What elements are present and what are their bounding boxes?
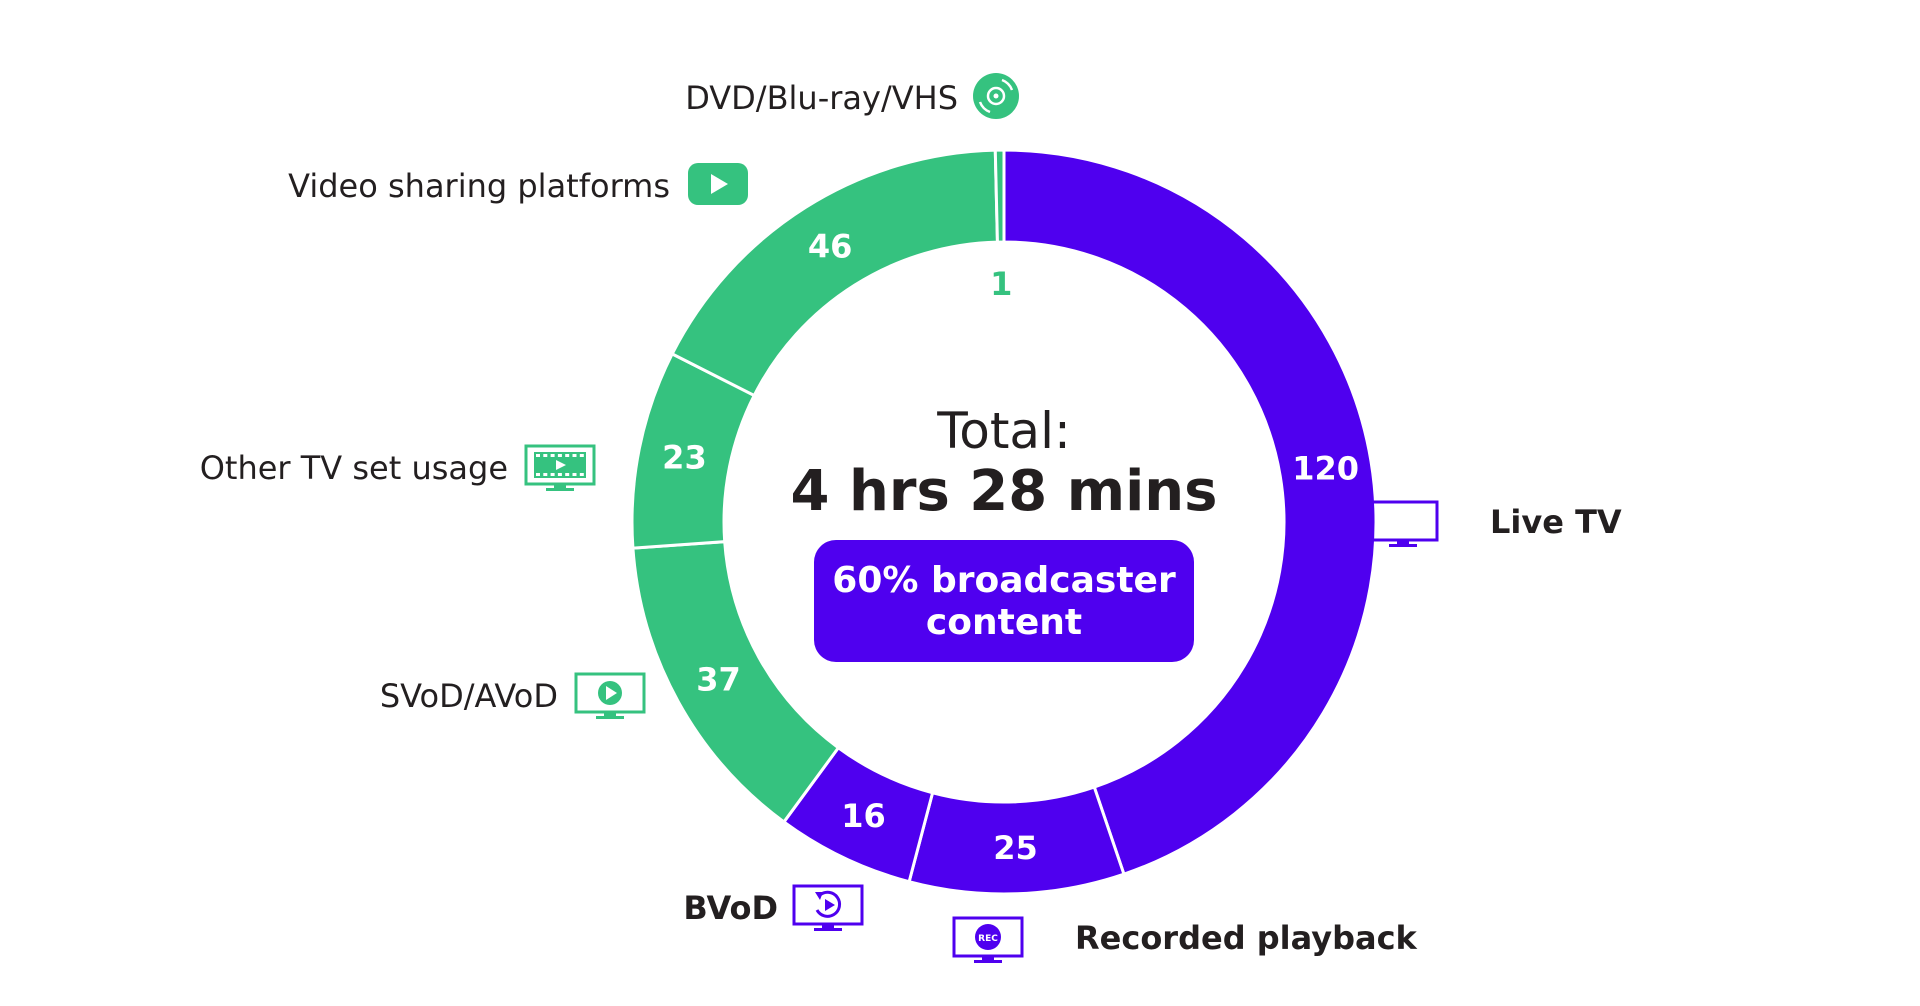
replay-tv-icon bbox=[792, 884, 864, 931]
film-tv-icon bbox=[524, 444, 596, 491]
value-label-live-tv: 120 bbox=[1292, 450, 1359, 488]
category-label-live-tv: Live TV bbox=[1490, 503, 1622, 541]
category-labels: Live TV Recorded playback BVoD SVoD/AVoD Oth… bbox=[200, 79, 1622, 957]
disc-icon bbox=[973, 73, 1019, 119]
category-icons: REC bbox=[524, 73, 1439, 963]
center-total-label: Total: bbox=[936, 402, 1071, 460]
tv-icon bbox=[1367, 500, 1439, 547]
badge-line-2: content bbox=[926, 602, 1082, 643]
category-label-svod-avod: SVoD/AVoD bbox=[380, 677, 558, 715]
value-label-svod-avod: 37 bbox=[696, 660, 741, 698]
segment-dvd-blu-ray-vhs bbox=[993, 148, 1006, 244]
category-label-video-sharing-platforms: Video sharing platforms bbox=[288, 167, 670, 205]
value-label-bvod: 16 bbox=[841, 797, 886, 835]
broadcaster-badge bbox=[814, 540, 1194, 662]
segment-live-tv bbox=[1002, 148, 1378, 877]
value-label-recorded-playback: 25 bbox=[993, 829, 1038, 867]
category-label-other-tv-set-usage: Other TV set usage bbox=[200, 449, 508, 487]
category-label-recorded-playback: Recorded playback bbox=[1075, 919, 1418, 957]
svg-text:REC: REC bbox=[978, 934, 998, 944]
category-label-bvod: BVoD bbox=[683, 889, 778, 927]
segment-value-labels: 120 25 16 37 23 46 1 bbox=[662, 227, 1359, 867]
value-label-video-sharing-platforms: 46 bbox=[808, 227, 853, 265]
play-button-icon bbox=[688, 163, 748, 205]
badge-line-1: 60% broadcaster bbox=[832, 560, 1176, 601]
value-label-dvd-blu-ray-vhs: 1 bbox=[990, 265, 1012, 303]
play-tv-icon bbox=[574, 672, 646, 719]
category-label-dvd-blu-ray-vhs: DVD/Blu-ray/VHS bbox=[685, 79, 958, 117]
donut-segments bbox=[630, 148, 1378, 896]
rec-tv-icon: REC bbox=[952, 916, 1024, 963]
center-total-value: 4 hrs 28 mins bbox=[791, 459, 1218, 524]
value-label-other-tv-set-usage: 23 bbox=[662, 438, 707, 476]
